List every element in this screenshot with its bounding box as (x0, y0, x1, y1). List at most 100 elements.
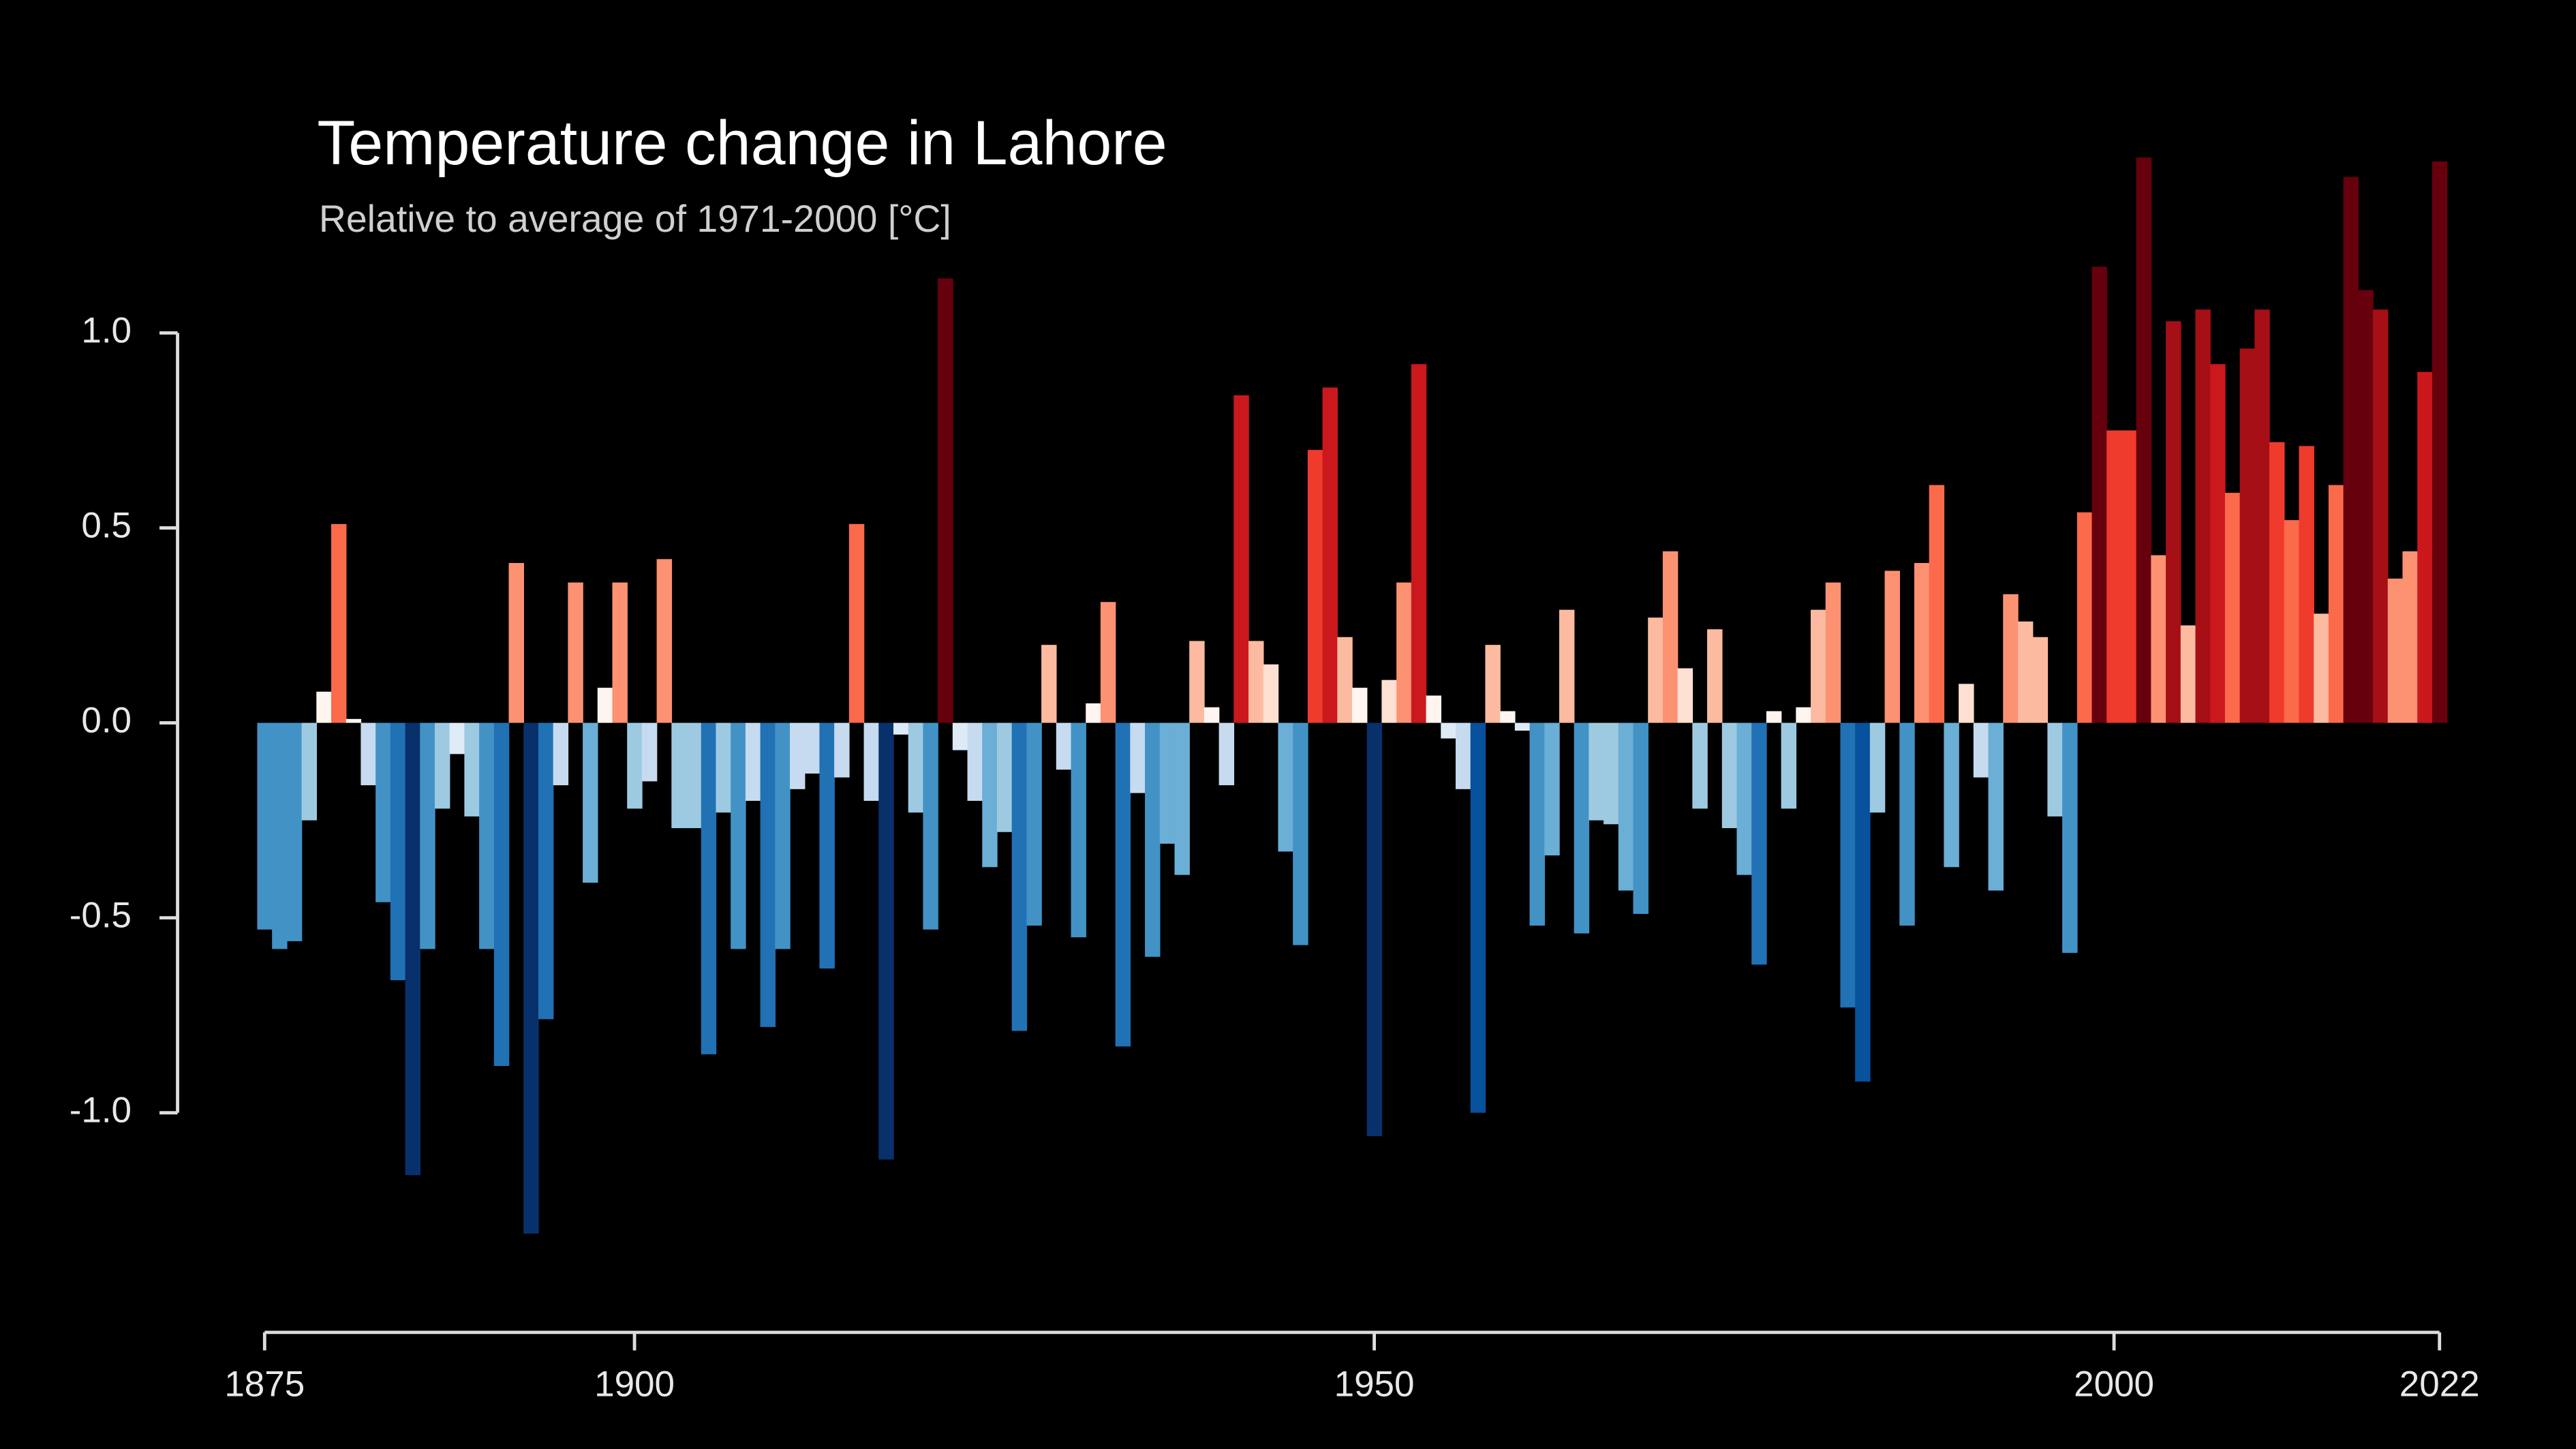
bar (2106, 430, 2122, 723)
bar (2284, 520, 2300, 723)
bar (745, 722, 761, 802)
bar (1500, 711, 1516, 723)
bar (1707, 629, 1723, 723)
y-tick-label: -1.0 (70, 1090, 132, 1131)
bar (1529, 722, 1545, 926)
bar (1381, 680, 1397, 723)
bar (1766, 711, 1782, 723)
bar (1218, 722, 1235, 786)
bar (493, 722, 510, 1067)
bar (346, 718, 362, 723)
bar (701, 722, 717, 1054)
bar (1086, 703, 1101, 723)
bar (1884, 570, 1901, 723)
bar (1988, 722, 2004, 891)
bar (967, 722, 983, 802)
bar (1263, 664, 1279, 723)
bar (1307, 450, 1323, 723)
bar (2180, 625, 2196, 723)
bar (686, 722, 702, 829)
bar (923, 722, 938, 930)
bar (2358, 290, 2374, 723)
x-tick-label: 2022 (2399, 1364, 2480, 1404)
bar (553, 722, 569, 786)
bar (1100, 602, 1116, 723)
bar (2151, 555, 2166, 723)
bar (2402, 551, 2418, 723)
bar (1470, 722, 1486, 1113)
bar (272, 722, 288, 949)
x-tick-label: 1900 (594, 1364, 675, 1404)
bar (286, 722, 303, 941)
bar (878, 722, 894, 1160)
bar (1426, 695, 1441, 723)
bar (508, 563, 524, 723)
bar (1574, 722, 1590, 934)
bar (331, 523, 347, 723)
bar (2195, 309, 2211, 723)
bar (1278, 722, 1293, 852)
chart-subtitle: Relative to average of 1971-2000 [°C] (319, 198, 951, 240)
bar (1736, 722, 1752, 875)
bar (2314, 613, 2329, 723)
bar (449, 722, 465, 754)
bar (1973, 722, 1989, 778)
x-tick-label: 1875 (224, 1364, 305, 1404)
y-tick-label: 0.0 (81, 701, 132, 741)
x-tick-label: 2000 (2074, 1364, 2154, 1404)
bar (1041, 645, 1057, 723)
bar (1721, 722, 1738, 829)
bar (2269, 442, 2285, 723)
bar (1485, 645, 1501, 723)
bar (2091, 266, 2107, 723)
bar (790, 722, 806, 789)
bar (1899, 722, 1915, 926)
bar (1130, 722, 1146, 793)
bar (1011, 722, 1028, 1031)
bar (2166, 321, 2181, 723)
bar (375, 722, 391, 902)
bar (2224, 493, 2241, 723)
bar (434, 722, 450, 809)
bar (982, 722, 998, 868)
bar (2343, 177, 2359, 723)
bar (834, 722, 850, 778)
bar (848, 523, 865, 723)
bar (893, 722, 909, 735)
bar (538, 722, 554, 1020)
bar (405, 722, 420, 1176)
bar (1662, 551, 1678, 723)
bar (1544, 722, 1560, 856)
bar (1944, 722, 1959, 868)
bar (1174, 722, 1190, 875)
bar (1840, 722, 1856, 1008)
bar (2062, 722, 2078, 954)
bar (1366, 722, 1383, 1136)
bar (1692, 722, 1708, 809)
bar (2136, 157, 2152, 723)
bar (2239, 348, 2256, 723)
y-tick-label: -0.5 (70, 896, 132, 936)
bar (1855, 722, 1871, 1082)
bar (2076, 512, 2093, 723)
chart-title: Temperature change in Lahore (317, 108, 1167, 178)
bar (597, 688, 613, 723)
bar (804, 722, 821, 774)
bar (316, 691, 332, 723)
bar (1396, 582, 1412, 723)
bar (2032, 637, 2049, 723)
bar (1189, 641, 1205, 723)
bar (627, 722, 643, 809)
bar (716, 722, 731, 813)
bar (1751, 722, 1767, 965)
bar (1869, 722, 1886, 813)
bar (1026, 722, 1042, 926)
bar (1455, 722, 1471, 789)
bar (641, 722, 658, 782)
bar (1337, 637, 1353, 723)
bar (908, 722, 924, 813)
bar (1604, 722, 1619, 825)
bar (1411, 364, 1427, 723)
